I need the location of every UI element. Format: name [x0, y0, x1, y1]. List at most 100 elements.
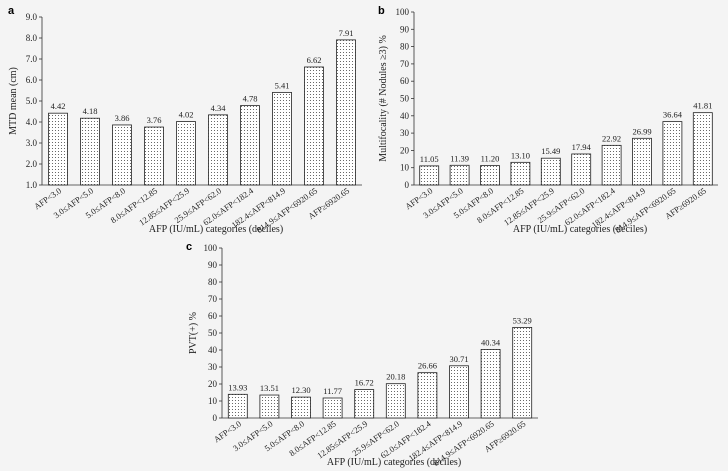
y-tick-label: 30: [400, 128, 410, 138]
x-axis-label: AFP (IU/mL) categories (deciles): [513, 224, 647, 235]
bar-7: [240, 105, 260, 186]
data-label: 11.39: [450, 153, 469, 163]
y-tick-label: 60: [400, 76, 410, 86]
bar-8: [272, 91, 292, 186]
y-tick-label: 9.0: [26, 12, 38, 22]
data-label: 11.77: [323, 386, 342, 396]
y-tick-label: 50: [208, 328, 218, 338]
y-tick-label: 70: [208, 294, 218, 304]
bar-8: [449, 365, 469, 419]
data-label: 6.62: [307, 55, 322, 65]
bar-6: [208, 114, 228, 186]
bar-8: [632, 137, 652, 186]
data-label: 53.29: [513, 315, 532, 325]
bar-2: [449, 164, 470, 186]
y-tick-label: 30: [208, 362, 218, 372]
data-label: 26.66: [418, 361, 437, 371]
panel-letter: b: [378, 5, 385, 17]
y-tick-label: 80: [208, 277, 218, 287]
y-tick-label: 60: [208, 311, 218, 321]
y-axis-label: Multifocality (# Nodules ≥3) %: [378, 35, 389, 162]
y-tick-label: 70: [400, 59, 410, 69]
bar-10: [512, 327, 533, 419]
y-tick-label: 10: [208, 396, 218, 406]
bar-10: [692, 112, 713, 186]
y-tick-label: 0: [213, 413, 218, 423]
data-label: 13.10: [511, 150, 530, 160]
data-label: 4.02: [179, 110, 194, 120]
data-label: 7.91: [339, 28, 354, 38]
data-label: 13.93: [228, 382, 247, 392]
bar-7: [601, 144, 622, 186]
bar-1: [48, 112, 68, 186]
x-axis-label: AFP (IU/mL) categories (deciles): [149, 224, 283, 235]
chart-panel-a: a 1.0 2.0 3.0 4.0 5.0 6.0 7.0 8.0 9.0 MTD mean (cm…: [8, 5, 362, 235]
bar-10: [336, 39, 356, 186]
x-axis-label: AFP (IU/mL) categories (deciles): [327, 457, 461, 468]
bar-6: [385, 383, 406, 419]
bar-4: [322, 397, 343, 419]
bar-3: [112, 124, 132, 186]
y-tick-label: 90: [400, 24, 410, 34]
y-tick-label: 4.0: [26, 117, 38, 127]
data-label: 4.42: [51, 101, 66, 111]
bar-5: [540, 157, 561, 186]
data-label: 22.92: [602, 133, 621, 143]
y-tick-label: 20: [400, 145, 410, 155]
y-tick-label: 50: [400, 94, 410, 104]
bar-9: [304, 66, 324, 186]
data-label: 26.99: [632, 126, 651, 136]
bar-5: [176, 121, 196, 186]
y-tick-label: 5.0: [26, 96, 38, 106]
bar-3: [291, 396, 311, 419]
y-tick-label: 90: [208, 260, 218, 270]
bar-2: [80, 117, 100, 186]
data-label: 13.51: [260, 383, 279, 393]
y-tick-label: 100: [396, 7, 410, 17]
bar-9: [662, 121, 683, 186]
data-label: 3.76: [147, 115, 162, 125]
bar-9: [480, 349, 501, 419]
data-label: 3.86: [115, 113, 130, 123]
panel-letter: c: [186, 241, 192, 253]
data-label: 11.05: [420, 154, 439, 164]
y-tick-label: 8.0: [26, 33, 38, 43]
y-tick-label: 40: [208, 345, 218, 355]
bar-3: [480, 165, 500, 186]
y-tick-label: 40: [400, 111, 410, 121]
y-tick-label: 2.0: [26, 159, 38, 169]
y-axis-label: PVT(+) %: [188, 312, 199, 354]
bar-6: [571, 153, 592, 186]
y-tick-label: 80: [400, 42, 410, 52]
data-label: 16.72: [355, 378, 374, 388]
y-tick-label: 0: [405, 180, 410, 190]
y-tick-label: 100: [204, 243, 218, 253]
data-label: 17.94: [572, 142, 592, 152]
bar-1: [419, 165, 440, 186]
y-tick-label: 10: [400, 163, 410, 173]
data-label: 36.64: [663, 110, 683, 120]
data-label: 30.71: [449, 354, 468, 364]
bar-2: [259, 394, 280, 419]
data-label: 41.81: [693, 101, 712, 111]
bar-4: [144, 126, 164, 186]
y-axis-label: MTD mean (cm): [8, 67, 19, 135]
data-label: 15.49: [541, 146, 560, 156]
bar-1: [227, 393, 248, 419]
data-label: 11.20: [481, 154, 500, 164]
bar-7: [417, 372, 438, 419]
y-tick-label: 1.0: [26, 180, 38, 190]
bar-4: [510, 161, 531, 186]
y-tick-label: 3.0: [26, 138, 38, 148]
data-label: 12.30: [291, 385, 310, 395]
data-label: 4.34: [211, 103, 227, 113]
data-label: 40.34: [481, 337, 501, 347]
data-label: 4.18: [83, 106, 98, 116]
data-label: 20.18: [386, 372, 405, 382]
y-tick-label: 20: [208, 379, 218, 389]
y-tick-label: 7.0: [26, 54, 38, 64]
panel-letter: a: [8, 5, 15, 17]
bar-5: [354, 389, 375, 419]
